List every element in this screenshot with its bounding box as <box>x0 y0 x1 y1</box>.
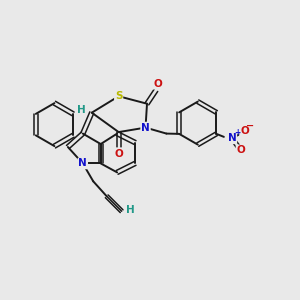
Text: O: O <box>153 79 162 89</box>
Text: N: N <box>228 134 236 143</box>
Text: O: O <box>114 148 123 159</box>
Text: H: H <box>77 105 86 115</box>
Text: H: H <box>126 205 134 215</box>
Text: +: + <box>234 128 240 137</box>
Text: O: O <box>240 126 249 136</box>
Text: −: − <box>246 121 254 130</box>
Text: N: N <box>78 158 87 168</box>
Text: N: N <box>141 123 150 133</box>
Text: O: O <box>236 145 245 155</box>
Text: S: S <box>115 91 122 101</box>
